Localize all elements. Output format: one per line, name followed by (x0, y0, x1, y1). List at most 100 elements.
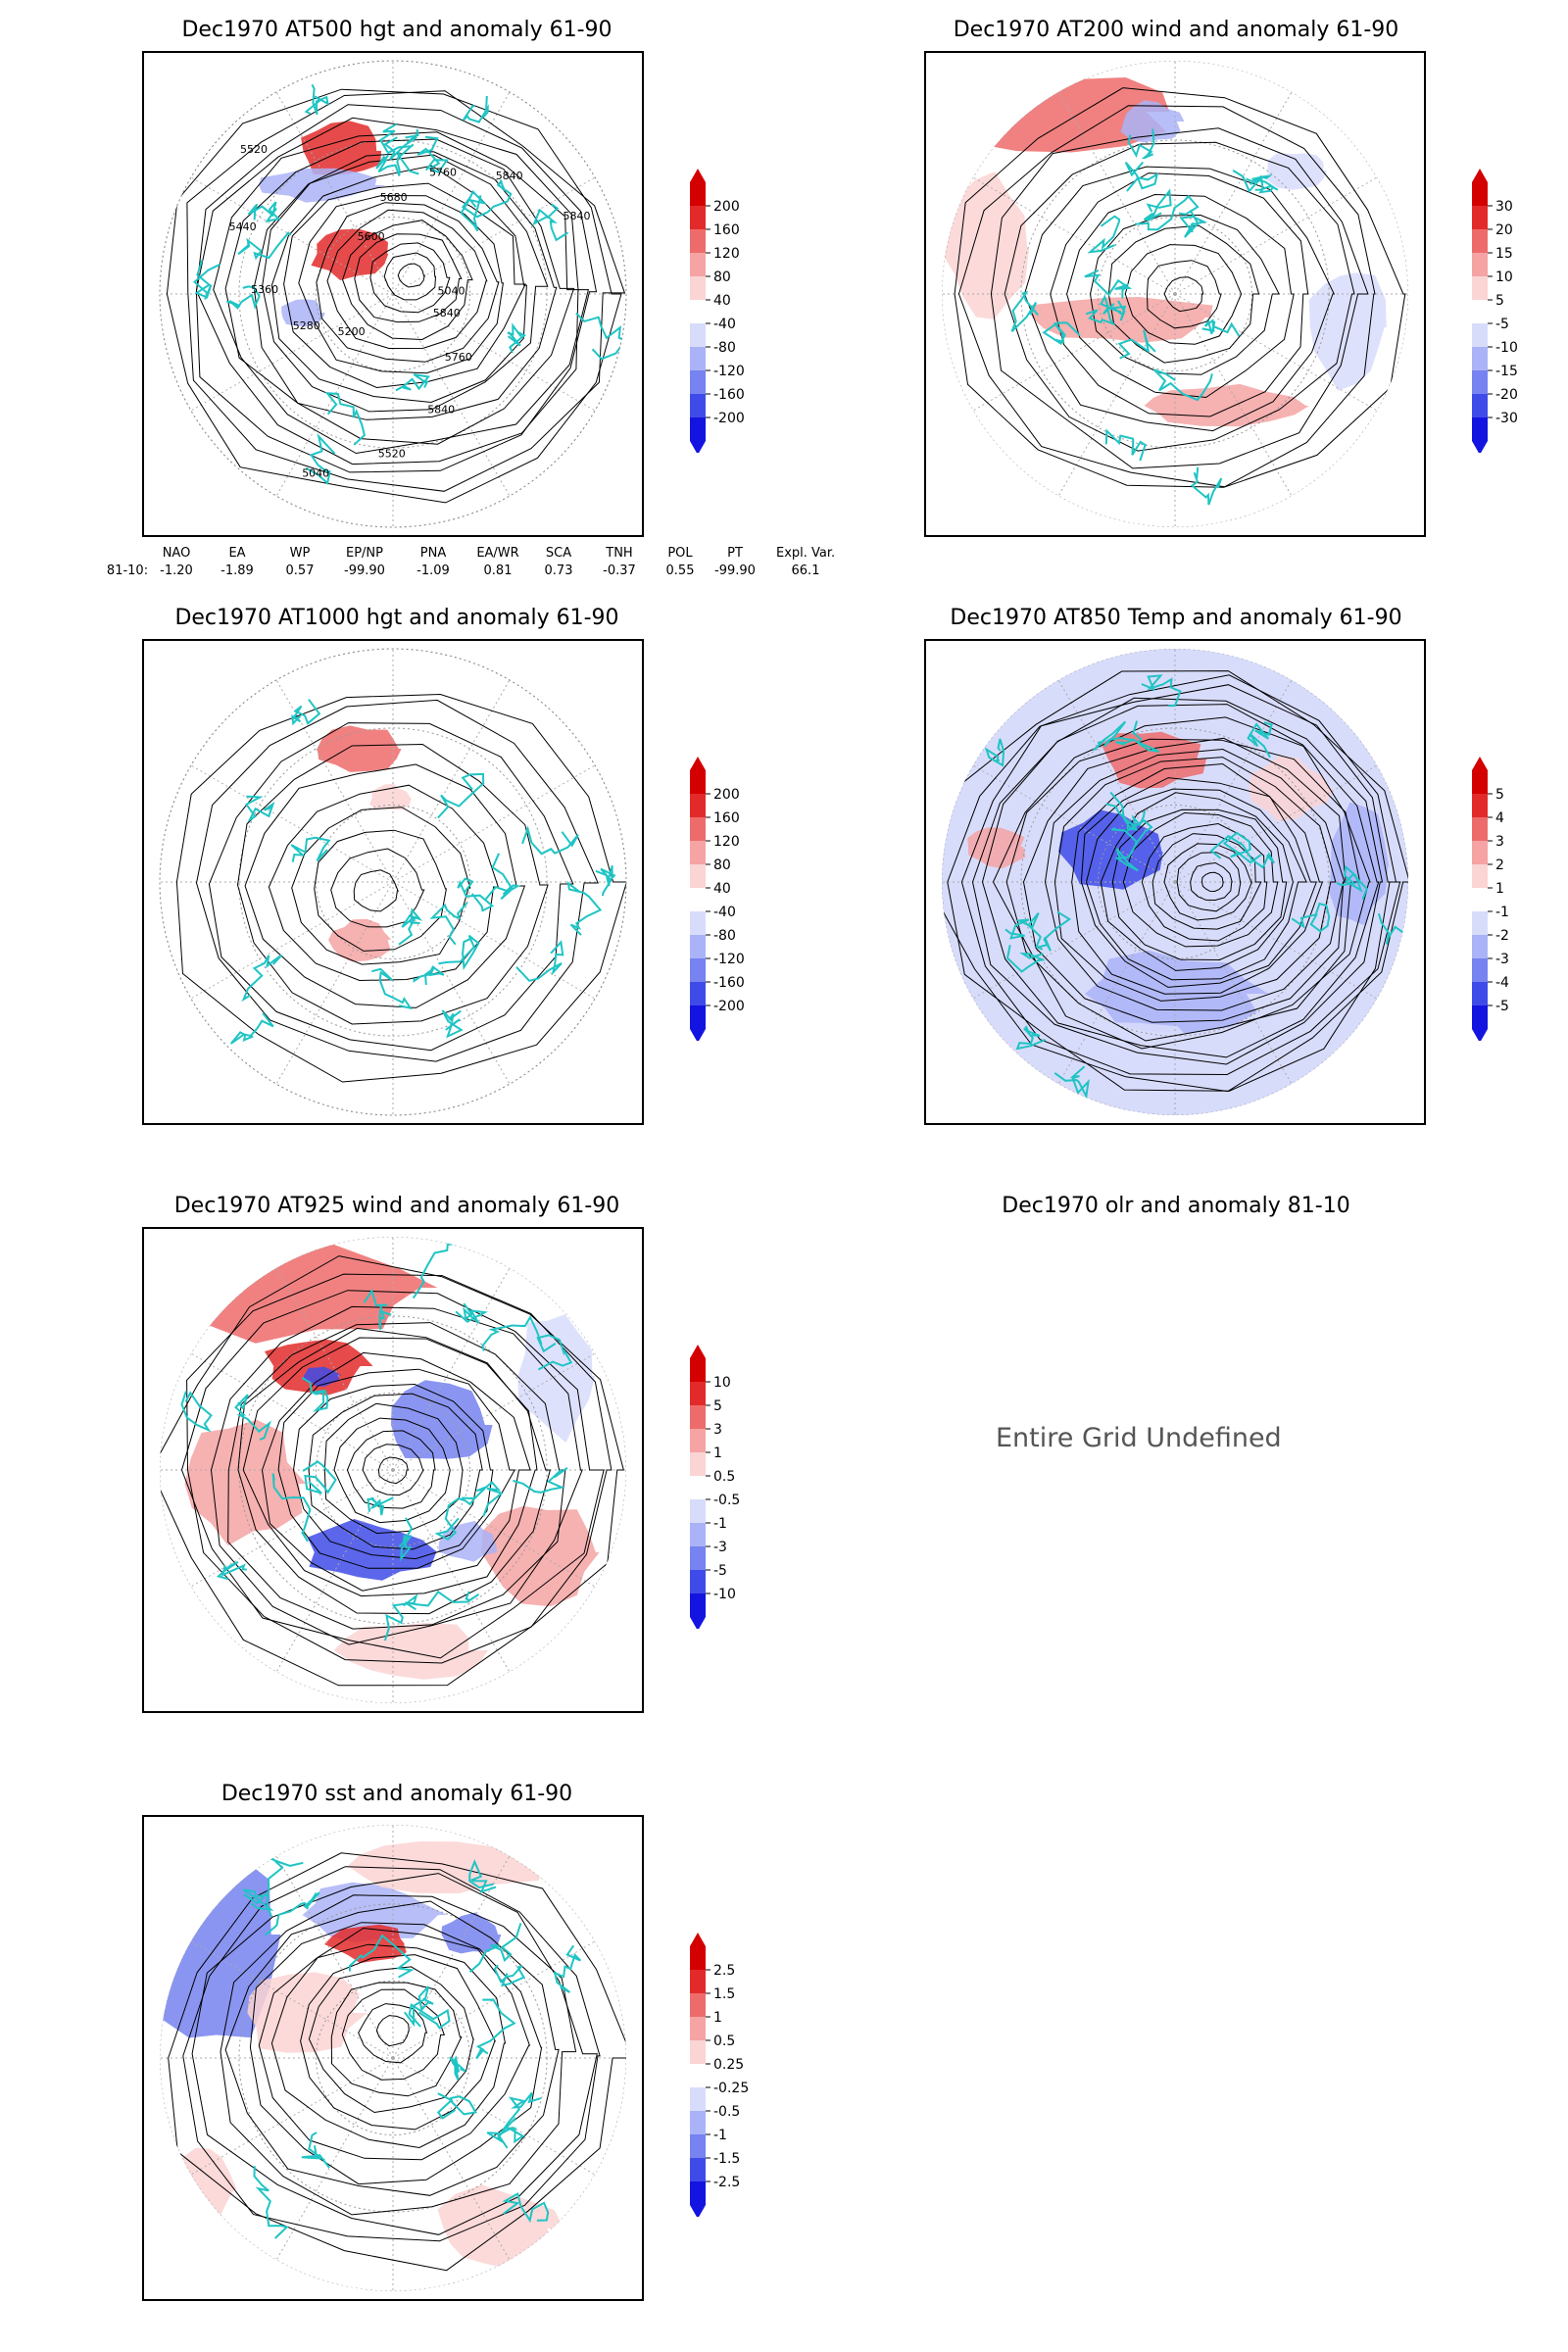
index-value: 0.73 (544, 564, 573, 578)
coastline (302, 1460, 337, 1494)
colorbar-segment (690, 1970, 706, 1993)
contour-label: 5040 (302, 466, 329, 479)
colorbar-segment (690, 1358, 706, 1382)
coastline (532, 203, 569, 242)
anomaly-region (481, 1505, 600, 1607)
colorbar-segment (690, 182, 706, 206)
coastline (253, 2166, 289, 2239)
colorbar-segment (1472, 911, 1488, 935)
anomaly-region (301, 121, 382, 175)
at200-map-svg (942, 61, 1408, 527)
index-row-label: 81-10: (106, 564, 149, 578)
contour-line (954, 87, 1406, 488)
contour-label: 5280 (293, 319, 320, 332)
colorbar-label: -40 (713, 317, 736, 332)
contour-line (236, 743, 549, 1025)
contour-line (261, 1351, 531, 1592)
colorbar-label: -5 (1495, 999, 1509, 1014)
contour-line (330, 848, 425, 928)
colorbar-label: 5 (1495, 787, 1504, 803)
colorbar-top-arrow (1472, 169, 1488, 182)
coastline (1084, 269, 1133, 299)
colorbar-label: 1 (713, 2010, 722, 2026)
coastline (1035, 910, 1072, 952)
colorbar-bottom-arrow (1472, 441, 1488, 455)
olr-undefined-message: Entire Grid Undefined (996, 1423, 1282, 1453)
at925-map-svg (160, 1237, 626, 1703)
contour-line (397, 263, 425, 288)
anomaly-region (311, 228, 389, 280)
colorbar-segment (1472, 817, 1488, 841)
coastline (234, 1394, 272, 1441)
contour-line (341, 1988, 446, 2081)
anomaly-region (391, 1380, 493, 1459)
colorbar-bottom-arrow (690, 1029, 706, 1043)
colorbar-segment (1472, 841, 1488, 864)
coastline (301, 2132, 330, 2169)
anomaly-region (347, 1841, 544, 1894)
colorbar-segment (690, 2181, 706, 2205)
coastline (513, 1466, 568, 1494)
colorbar-segment (1472, 888, 1488, 911)
at500-map: 5840 5760 5840 5520 5040 5200 5280 5360 5440 5520… (142, 51, 644, 537)
anomaly-region (1120, 100, 1185, 143)
anomaly-region (517, 1314, 596, 1444)
coastline (449, 2055, 466, 2081)
contour-label: 5600 (358, 230, 385, 243)
contour-line (195, 117, 579, 466)
at1000-map (142, 639, 644, 1125)
coastline (1124, 161, 1159, 192)
colorbar-segment (1472, 394, 1488, 417)
coastline (1105, 803, 1153, 846)
index-value: 0.57 (285, 564, 315, 578)
coastline (515, 940, 564, 982)
coastline (507, 322, 526, 354)
contour-line (375, 2015, 410, 2047)
contour-line (377, 1456, 409, 1485)
colorbar-label: -0.25 (713, 2081, 749, 2096)
latitude-circle (315, 1392, 471, 1548)
colorbar-label: 0.5 (713, 1469, 735, 1485)
coastline (438, 934, 480, 971)
contour-line (353, 869, 399, 912)
at500-map-svg: 5840 5760 5840 5520 5040 5200 5280 5360 5440 5520… (159, 60, 627, 528)
coastline (416, 135, 449, 174)
colorbar-segment (690, 2134, 706, 2158)
contour-label: 5840 (564, 210, 591, 222)
contour-line (182, 1866, 601, 2242)
coastline (437, 772, 485, 819)
colorbar-segment (690, 1946, 706, 1970)
coastline (271, 1473, 312, 1543)
colorbar-segment (690, 323, 706, 347)
coastline (1100, 294, 1127, 321)
latitude-circle (238, 727, 548, 1037)
colorbar-segment (690, 347, 706, 370)
contour-line (195, 104, 598, 473)
colorbar-label: 15 (1495, 246, 1513, 262)
coastline (566, 880, 603, 936)
contour-line (237, 1327, 552, 1615)
colorbar-segment (690, 1593, 706, 1617)
contour-line (175, 693, 626, 1083)
colorbar-segment (690, 1382, 706, 1405)
colorbar-segment (690, 817, 706, 841)
colorbar-label: -5 (1495, 317, 1509, 332)
contour-label: 5200 (338, 325, 366, 338)
index-header: NAO (162, 546, 191, 561)
contour-line (213, 131, 590, 455)
colorbar-segment (690, 229, 706, 253)
colorbar-label: -20 (1495, 387, 1518, 403)
coastline (1054, 1065, 1090, 1100)
index-value: -1.09 (416, 564, 450, 578)
at1000-title: Dec1970 AT1000 hgt and anomaly 61-90 (174, 606, 619, 630)
contour-line (1141, 822, 1268, 942)
anomaly-region (1308, 272, 1387, 391)
coastline (595, 865, 616, 897)
latitude-circle (238, 1903, 548, 2213)
contour-line (244, 763, 526, 1008)
colorbar-segment (690, 2064, 706, 2087)
at925-title: Dec1970 AT925 wind and anomaly 61-90 (173, 1194, 620, 1218)
anomaly-region (333, 1623, 488, 1680)
anomaly-region (369, 783, 412, 810)
coastline (1190, 466, 1223, 506)
